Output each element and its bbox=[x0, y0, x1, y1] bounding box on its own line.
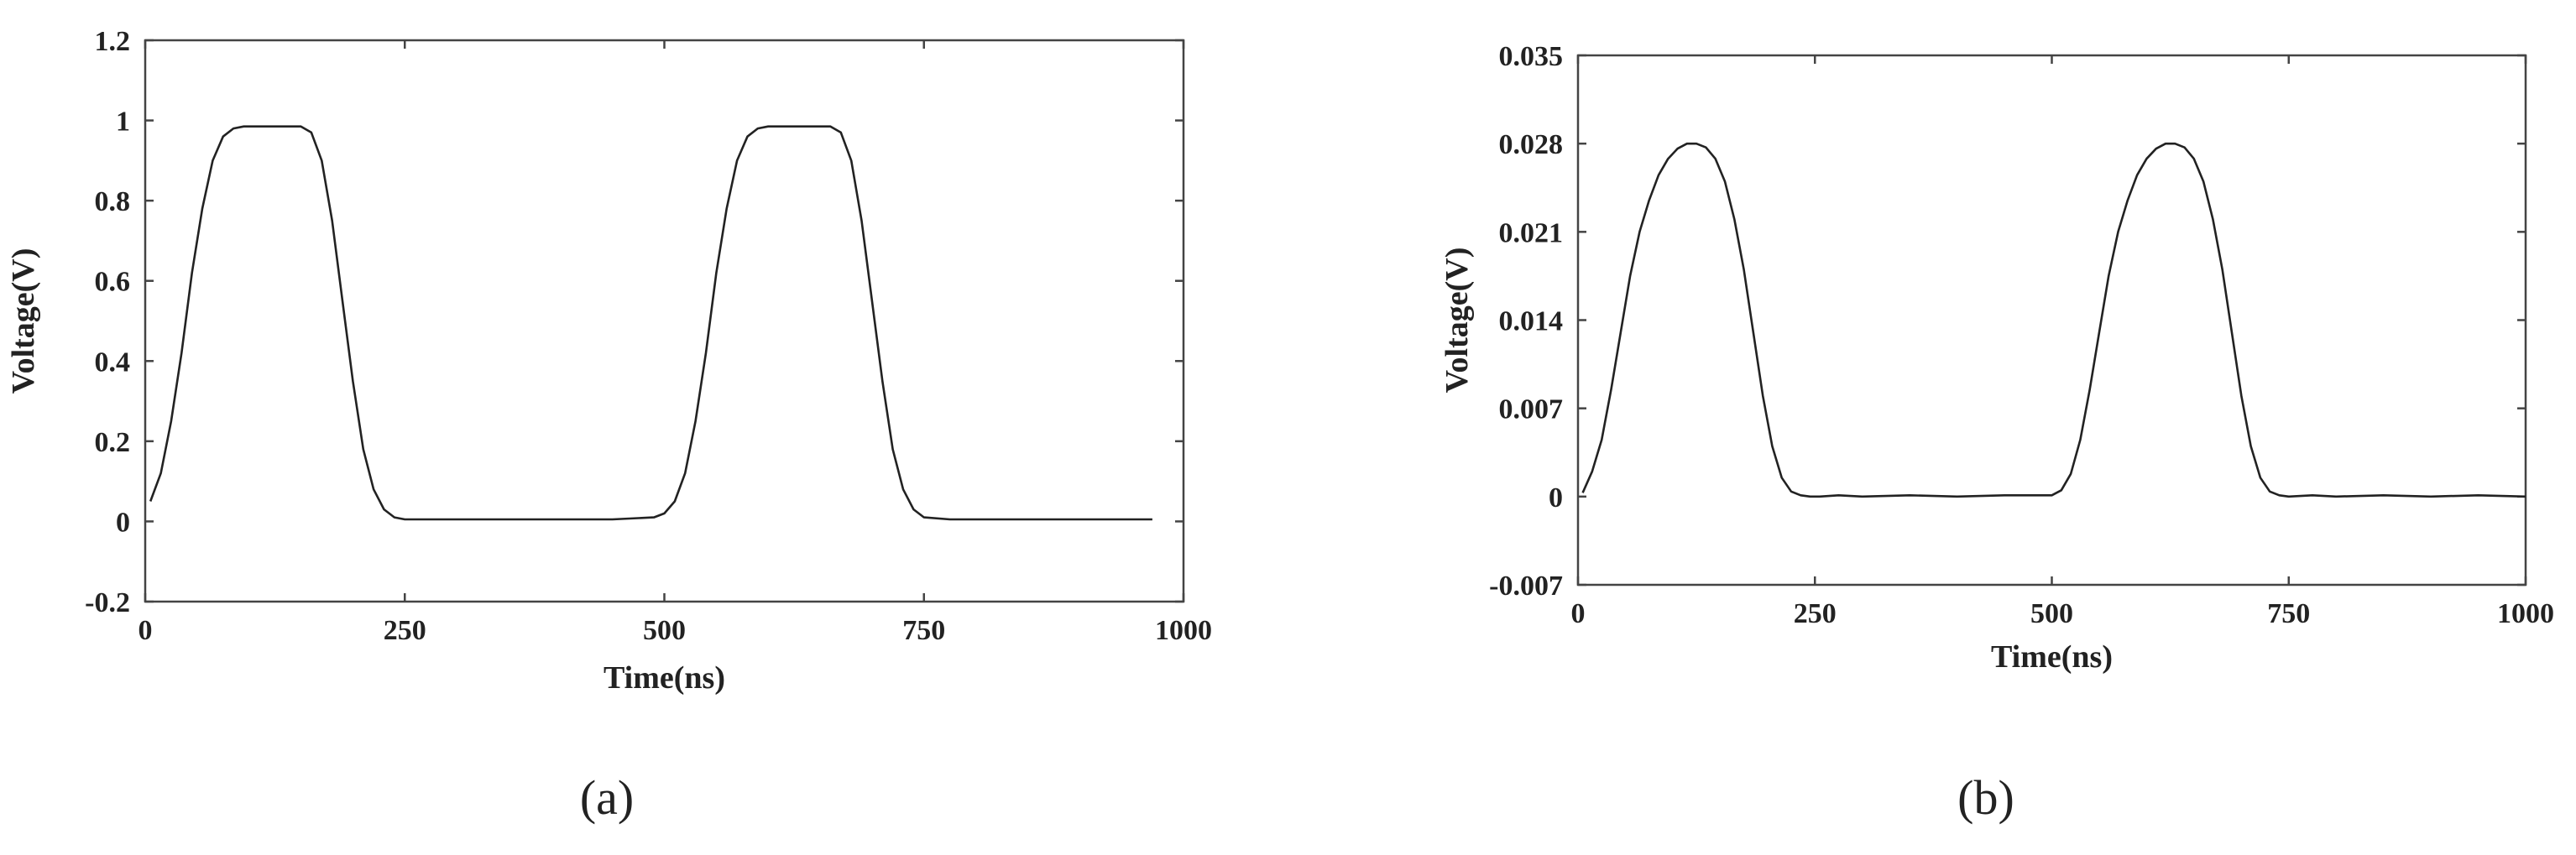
y-tick-label: -0.007 bbox=[1489, 571, 1563, 602]
y-tick-label: 0.007 bbox=[1499, 394, 1564, 425]
x-tick-label: 0 bbox=[1571, 598, 1586, 629]
y-tick-label: 1.2 bbox=[95, 26, 131, 57]
y-tick-label: 0.035 bbox=[1499, 41, 1564, 72]
y-tick-label: 0.4 bbox=[95, 347, 131, 378]
y-tick-label: 0 bbox=[116, 507, 130, 538]
y-tick-label: 0.8 bbox=[95, 186, 131, 217]
chart-panel-b: 0 250 500 750 1000 -0.007 0 0.007 0.014 0.021 0.02… bbox=[1440, 41, 2554, 825]
x-tick-label: 0 bbox=[138, 615, 153, 646]
x-tick-label: 1000 bbox=[2497, 598, 2554, 629]
y-tick-label: -0.2 bbox=[85, 587, 130, 618]
chart-panel-a: 0 250 500 750 1000 -0.2 0 0.2 0.4 0.6 0.8 1 1.2 Time(… bbox=[6, 26, 1212, 825]
plot-frame bbox=[144, 39, 1185, 603]
x-tick-label: 250 bbox=[384, 615, 426, 646]
x-axis-title: Time(ns) bbox=[1991, 639, 2113, 675]
y-axis-title: Voltage(V) bbox=[6, 248, 41, 394]
y-tick-label: 1 bbox=[116, 107, 130, 138]
panel-label: (b) bbox=[1957, 770, 2014, 825]
x-tick-label: 1000 bbox=[1155, 615, 1212, 646]
series-line bbox=[1581, 142, 2526, 498]
x-tick-label: 750 bbox=[902, 615, 945, 646]
x-tick-label: 500 bbox=[2030, 598, 2073, 629]
panel-label: (a) bbox=[580, 770, 634, 825]
y-tick-label: 0.028 bbox=[1499, 129, 1564, 160]
y-tick-label: 0 bbox=[1549, 482, 1563, 514]
series-line bbox=[149, 125, 1152, 521]
x-tick-label: 750 bbox=[2267, 598, 2310, 629]
plot-frame bbox=[1576, 54, 2527, 587]
y-axis-title: Voltage(V) bbox=[1440, 248, 1475, 394]
y-tick-label: 0.021 bbox=[1499, 217, 1564, 248]
y-tick-label: 0.2 bbox=[95, 427, 131, 458]
x-axis-title: Time(ns) bbox=[604, 660, 725, 696]
y-tick-label: 0.014 bbox=[1499, 306, 1564, 337]
x-tick-label: 500 bbox=[643, 615, 686, 646]
y-tick-label: 0.6 bbox=[95, 267, 131, 298]
x-tick-label: 250 bbox=[1794, 598, 1837, 629]
